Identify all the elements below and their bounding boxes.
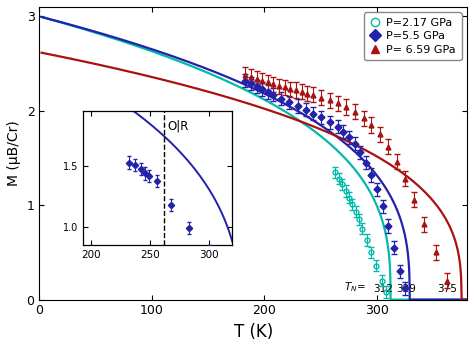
X-axis label: T (K): T (K) [234, 323, 273, 341]
Text: 375: 375 [437, 284, 457, 294]
Text: 312: 312 [373, 284, 392, 294]
Text: O|R: O|R [168, 120, 189, 133]
Text: $T_N$=: $T_N$= [344, 280, 366, 294]
Y-axis label: M (μB/Cr): M (μB/Cr) [7, 120, 21, 186]
Legend: P=2.17 GPa, P=5.5 GPa, P= 6.59 GPa: P=2.17 GPa, P=5.5 GPa, P= 6.59 GPa [364, 13, 462, 60]
Text: 329: 329 [396, 284, 416, 294]
